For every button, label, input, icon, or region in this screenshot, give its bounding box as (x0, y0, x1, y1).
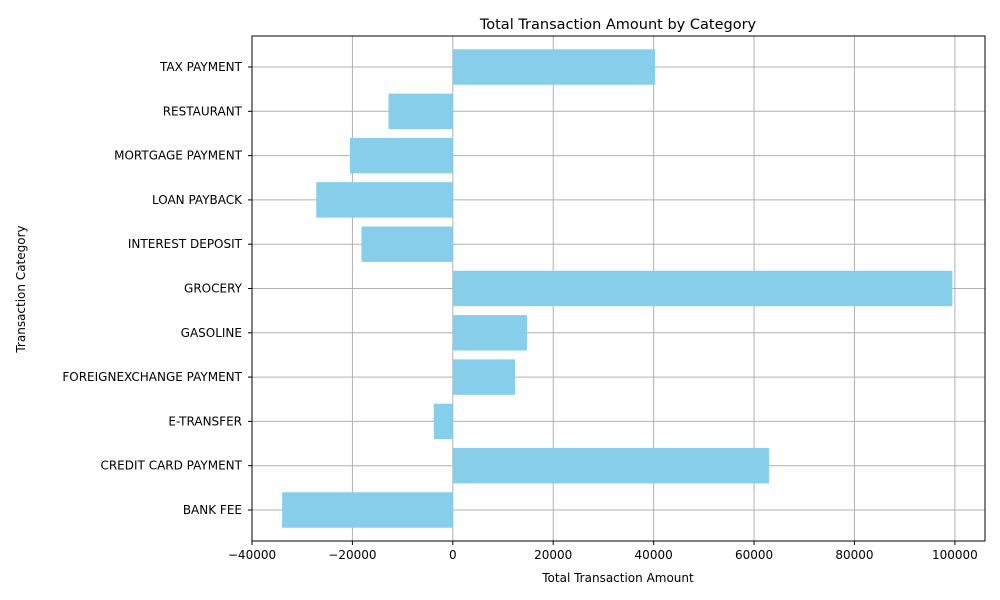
x-axis-title: Total Transaction Amount (541, 571, 694, 585)
bar (282, 492, 453, 528)
bars (282, 49, 953, 528)
bar (452, 359, 516, 395)
chart-title: Total Transaction Amount by Category (479, 17, 757, 33)
bar (388, 93, 453, 130)
bar (452, 49, 656, 85)
bar (316, 182, 453, 218)
x-tick-label: 40000 (635, 548, 673, 562)
bar (361, 226, 453, 262)
bar (452, 447, 770, 484)
x-tick-label: 60000 (735, 548, 773, 562)
bar (433, 403, 453, 440)
y-tick-label: BANK FEE (183, 503, 242, 517)
bar (452, 270, 953, 307)
y-tick-label: FOREIGNEXCHANGE PAYMENT (62, 370, 242, 384)
y-tick-label: INTEREST DEPOSIT (128, 237, 243, 251)
x-tick-label: 80000 (835, 548, 873, 562)
bar (349, 137, 453, 174)
x-tick-label: −40000 (228, 548, 276, 562)
y-tick-label: TAX PAYMENT (159, 60, 243, 74)
x-tick-label: −20000 (328, 548, 376, 562)
y-axis-title: Transaction Category (14, 225, 28, 353)
y-tick-label: CREDIT CARD PAYMENT (100, 459, 242, 473)
bar (452, 315, 528, 351)
x-axis-ticks: −40000 −20000 0 20000 40000 60000 80000 100000 (228, 541, 978, 562)
x-tick-label: 100000 (932, 548, 978, 562)
y-tick-label: E-TRANSFER (168, 414, 242, 428)
y-axis-ticks: BANK FEE CREDIT CARD PAYMENT E-TRANSFER FOR… (62, 60, 252, 517)
y-tick-label: LOAN PAYBACK (152, 193, 243, 207)
x-tick-label: 20000 (534, 548, 572, 562)
x-tick-label: 0 (449, 548, 457, 562)
y-tick-label: GROCERY (184, 282, 243, 296)
y-tick-label: GASOLINE (181, 326, 242, 340)
y-tick-label: RESTAURANT (163, 104, 243, 118)
y-tick-label: MORTGAGE PAYMENT (114, 149, 243, 163)
